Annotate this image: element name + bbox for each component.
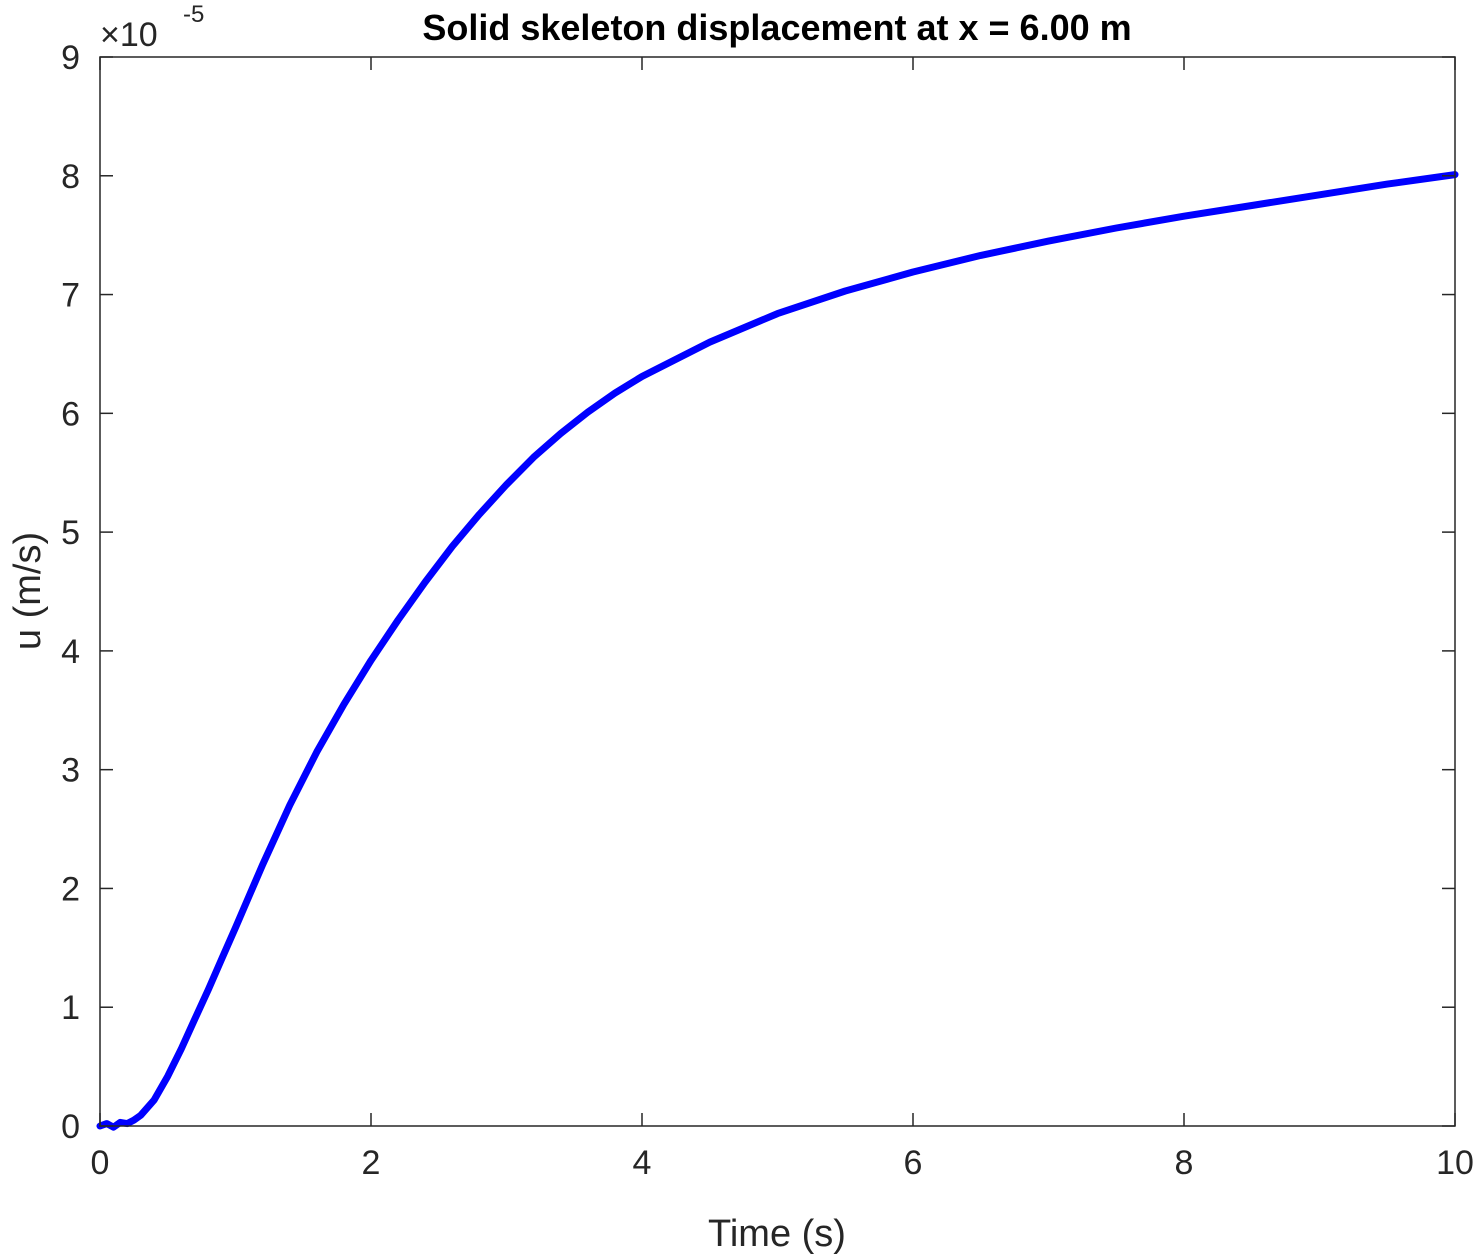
x-tick-label: 6 bbox=[904, 1144, 923, 1182]
y-tick-label: 4 bbox=[61, 633, 80, 671]
y-tick-label: 1 bbox=[61, 989, 80, 1027]
chart-title: Solid skeleton displacement at x = 6.00 … bbox=[422, 7, 1131, 48]
y-tick-label: 6 bbox=[61, 395, 80, 433]
y-axis-multiplier: ×10 -5 bbox=[100, 1, 204, 54]
y-axis-label: u (m/s) bbox=[7, 532, 49, 650]
axes-box bbox=[99, 56, 1456, 1127]
y-tick-label: 8 bbox=[61, 158, 80, 196]
x-tick-label: 4 bbox=[633, 1144, 652, 1182]
y-multiplier-exponent: -5 bbox=[183, 1, 204, 28]
y-tick-label: 3 bbox=[61, 752, 80, 790]
x-tick-label: 10 bbox=[1436, 1144, 1474, 1182]
y-tick-label: 7 bbox=[61, 277, 80, 315]
x-tick-label: 0 bbox=[91, 1144, 110, 1182]
x-tick-label: 2 bbox=[362, 1144, 381, 1182]
y-multiplier-base: ×10 bbox=[100, 16, 158, 54]
y-tick-label: 2 bbox=[61, 870, 80, 908]
y-tick-label: 0 bbox=[61, 1108, 80, 1146]
y-tick-label: 9 bbox=[61, 39, 80, 77]
x-axis-label: Time (s) bbox=[708, 1213, 846, 1255]
x-tick-label: 8 bbox=[1175, 1144, 1194, 1182]
series-line bbox=[96, 171, 1459, 1131]
y-tick-label: 5 bbox=[61, 514, 80, 552]
